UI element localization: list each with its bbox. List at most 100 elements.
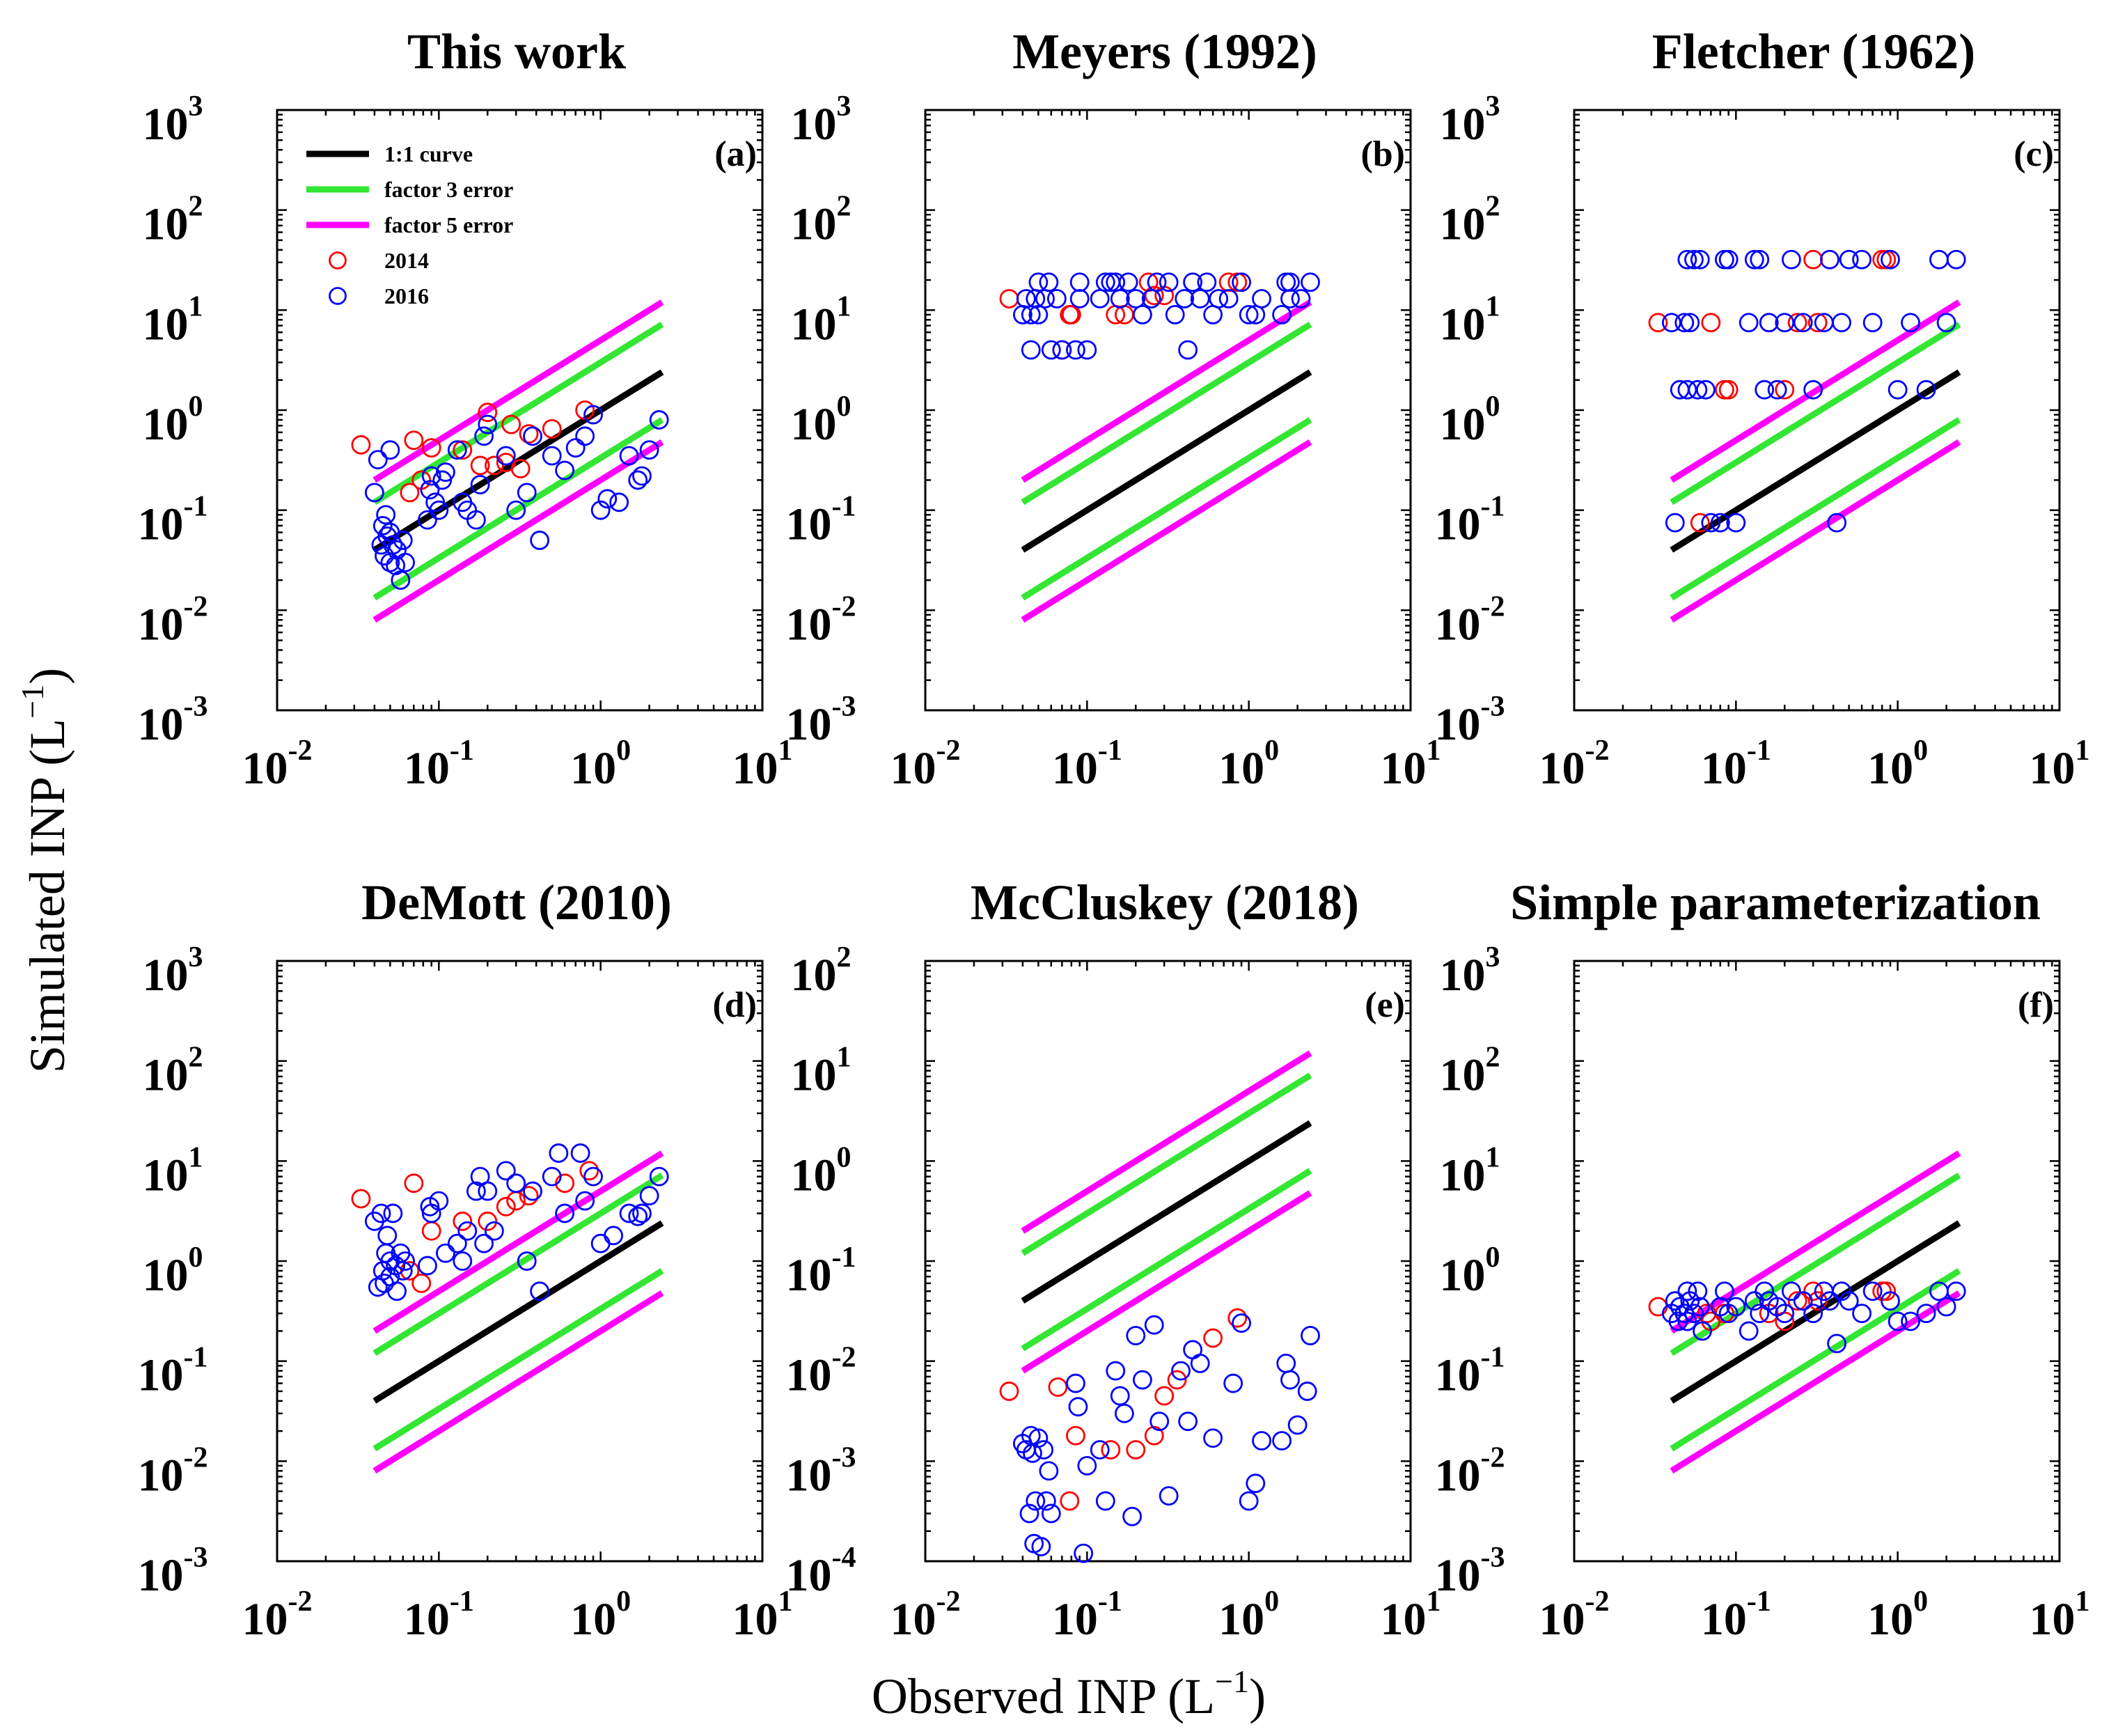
- x-tick-exp: -1: [1747, 735, 1771, 767]
- point-2016: [1122, 1506, 1142, 1526]
- point-2016: [429, 1191, 449, 1211]
- point-2014: [1701, 313, 1721, 333]
- point-2016: [1793, 313, 1813, 333]
- x-tick-base: 10: [890, 743, 936, 794]
- point-2016: [1028, 305, 1049, 324]
- y-tick-base: 10: [143, 199, 189, 250]
- y-tick-base: 10: [1440, 1150, 1486, 1201]
- y-tick-exp: 3: [837, 91, 851, 123]
- point-2016: [1132, 305, 1152, 324]
- point-2016: [1775, 313, 1795, 333]
- point-2016: [1019, 1503, 1039, 1524]
- point-2016: [1232, 1313, 1251, 1333]
- point-2016: [1190, 289, 1210, 308]
- point-2016: [1301, 1326, 1320, 1345]
- y-tick-label: 103: [1440, 91, 1500, 150]
- point-2016: [1852, 249, 1872, 269]
- y-tick-exp: -3: [184, 1542, 208, 1574]
- y-tick-exp: 3: [1486, 91, 1500, 123]
- x-tick-exp: 1: [1427, 1586, 1441, 1618]
- point-2014: [470, 455, 490, 476]
- point-2016: [470, 475, 490, 494]
- point-2016: [1839, 1291, 1859, 1311]
- x-tick-base: 10: [1052, 743, 1098, 794]
- legend-swatch-marker: [329, 251, 347, 269]
- factor3-upper-line: [1021, 322, 1312, 506]
- point-2016: [1190, 1353, 1210, 1373]
- point-2016: [1862, 1281, 1883, 1301]
- factor5-upper-line: [1021, 1050, 1312, 1234]
- y-tick-label: 101: [1440, 1141, 1500, 1201]
- y-tick-exp: -1: [832, 491, 856, 523]
- y-tick-label: 10-4: [786, 1542, 856, 1601]
- point-2014: [1144, 1425, 1164, 1446]
- point-2016: [371, 1203, 391, 1223]
- point-2014: [400, 483, 420, 503]
- point-2016: [632, 1203, 652, 1223]
- point-2016: [1159, 272, 1179, 292]
- point-2014: [421, 438, 441, 458]
- point-2016: [1936, 313, 1956, 333]
- y-tick-base: 10: [1435, 1550, 1481, 1601]
- legend-swatch-marker: [329, 287, 347, 305]
- point-2016: [1677, 249, 1697, 269]
- point-2016: [1832, 313, 1851, 333]
- x-tick-exp: -2: [288, 1586, 313, 1618]
- y-tick-base: 10: [1435, 1450, 1481, 1501]
- point-2016: [506, 1173, 526, 1194]
- point-2014: [1066, 1425, 1085, 1446]
- y-tick-exp: 2: [189, 1042, 203, 1074]
- point-2016: [496, 446, 516, 466]
- y-tick-label: 10-3: [786, 1441, 856, 1501]
- y-tick-exp: -2: [1481, 591, 1505, 623]
- point-2016: [383, 1203, 403, 1223]
- factor5-lower-line: [1021, 1190, 1312, 1374]
- point-2016: [1718, 1304, 1739, 1324]
- point-2016: [1690, 249, 1710, 269]
- y-tick-label: 102: [791, 191, 851, 250]
- y-tick-base: 10: [786, 499, 832, 550]
- y-tick-base: 10: [138, 599, 184, 650]
- factor5-lower-line: [372, 1290, 664, 1474]
- x-tick-exp: -1: [450, 735, 474, 767]
- y-tick-exp: 0: [1486, 391, 1500, 423]
- x-tick-base: 10: [570, 743, 616, 794]
- panel-letter: (c): [2014, 134, 2054, 174]
- panel-d: DeMott (2010)10-2 10-1 100 10110-310-210-11…: [138, 875, 793, 1645]
- point-2016: [1028, 1428, 1049, 1448]
- panel-title: This work: [407, 24, 626, 79]
- point-2016: [391, 570, 411, 590]
- factor5-lower-line: [372, 439, 664, 623]
- y-tick-label: 102: [1440, 191, 1500, 250]
- point-2016: [597, 489, 618, 509]
- y-tick-base: 10: [786, 1450, 832, 1501]
- point-2016: [1803, 1304, 1823, 1324]
- y-tick-exp: 1: [189, 1141, 203, 1173]
- x-tick-label: 100: [1867, 1586, 1928, 1645]
- point-2016: [1887, 380, 1908, 400]
- y-tick-label: 103: [791, 91, 851, 150]
- point-2016: [1034, 1440, 1054, 1460]
- panel-title: Simple parameterization: [1510, 875, 2041, 930]
- x-tick-base: 10: [1539, 743, 1585, 794]
- y-tick-exp: -2: [832, 1342, 856, 1374]
- point-2016: [1688, 1281, 1708, 1301]
- point-2016: [474, 1233, 494, 1253]
- y-tick-exp: -2: [1481, 1441, 1505, 1473]
- point-2016: [604, 1226, 623, 1246]
- point-2014: [453, 440, 473, 460]
- y-tick-exp: 0: [837, 391, 851, 423]
- point-2016: [1832, 1281, 1851, 1301]
- point-2016: [383, 535, 403, 555]
- y-tick-base: 10: [138, 499, 184, 550]
- y-tick-base: 10: [791, 1150, 837, 1201]
- point-2016: [1693, 1321, 1712, 1341]
- x-tick-label: 100: [1218, 1586, 1279, 1645]
- x-tick-exp: 1: [778, 735, 793, 767]
- point-2014: [542, 419, 562, 439]
- y-tick-base: 10: [138, 1350, 184, 1401]
- point-2016: [1701, 513, 1721, 533]
- y-tick-exp: -2: [832, 591, 856, 623]
- y-tick-exp: 1: [1486, 1141, 1500, 1173]
